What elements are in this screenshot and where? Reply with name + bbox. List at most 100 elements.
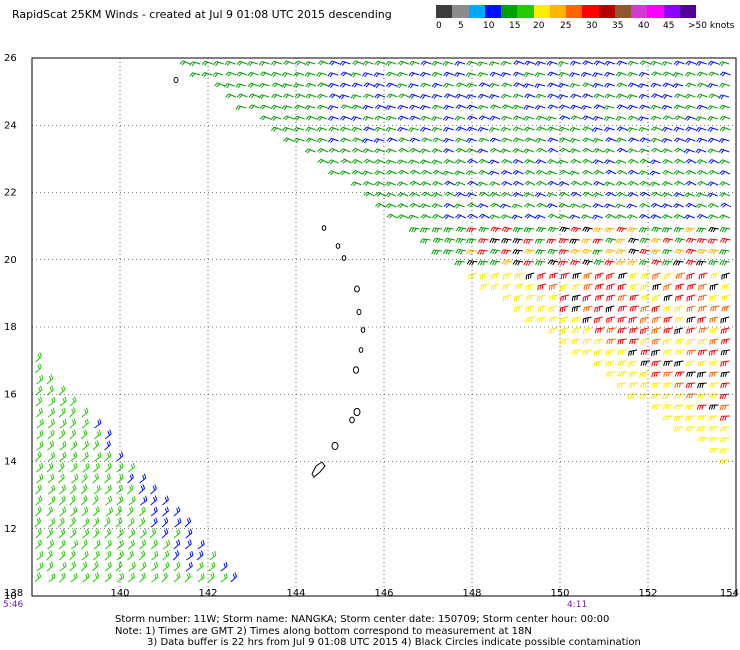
wind-barb	[396, 181, 408, 187]
wind-barb	[662, 115, 674, 121]
wind-barb	[328, 170, 339, 176]
wind-barb	[536, 294, 546, 302]
wind-barb	[46, 462, 54, 473]
wind-barb	[179, 60, 191, 66]
wind-barb	[582, 158, 593, 164]
wind-barb	[617, 338, 627, 345]
wind-barb	[639, 316, 649, 324]
wind-barb	[476, 148, 488, 154]
wind-barb	[616, 147, 628, 153]
wind-barb	[581, 238, 592, 244]
wind-barb	[35, 528, 42, 539]
wind-barb	[535, 137, 546, 143]
wind-barb	[674, 349, 685, 356]
wind-barb	[548, 316, 558, 323]
wind-barb	[683, 148, 695, 154]
wind-barb	[374, 104, 386, 110]
wind-barb	[651, 327, 661, 335]
wind-barb	[80, 484, 88, 495]
wind-barb	[69, 528, 77, 539]
wind-barb	[363, 126, 375, 132]
wind-barb	[719, 404, 730, 411]
wind-barb	[582, 294, 592, 302]
wind-barb	[558, 238, 570, 244]
wind-barb	[35, 407, 43, 418]
wind-barb	[674, 393, 685, 399]
wind-barb	[696, 159, 708, 165]
wind-barb	[523, 192, 535, 198]
wind-barb	[512, 180, 524, 186]
wind-barb	[214, 82, 226, 88]
longitude-label: 138	[4, 588, 23, 599]
wind-barb	[603, 181, 615, 187]
wind-barb	[593, 349, 603, 357]
wind-barb	[58, 484, 66, 495]
wind-barb	[626, 104, 638, 110]
wind-barb	[697, 338, 708, 345]
wind-barb	[419, 227, 431, 233]
wind-barb	[707, 116, 719, 122]
wind-barb	[604, 60, 616, 66]
wind-barb	[708, 360, 719, 367]
wind-barb	[420, 238, 431, 244]
wind-barb	[374, 60, 386, 66]
wind-barb	[116, 473, 124, 484]
wind-barb	[617, 349, 627, 356]
wind-barb	[582, 316, 592, 324]
wind-barb	[69, 550, 76, 561]
wind-barb	[328, 147, 340, 153]
wind-barb	[583, 272, 593, 280]
wind-barb	[69, 429, 77, 440]
wind-barb	[569, 137, 581, 144]
wind-barb	[374, 181, 386, 187]
wind-barb	[59, 451, 67, 462]
wind-barb	[352, 137, 364, 143]
wind-barb	[661, 181, 673, 187]
wind-barb	[534, 72, 546, 78]
wind-barb	[327, 137, 339, 143]
wind-barb	[696, 180, 708, 186]
wind-barb	[721, 294, 731, 301]
wind-barb	[512, 249, 523, 255]
wind-barb	[697, 436, 708, 442]
wind-barb	[537, 283, 547, 291]
wind-barb	[524, 248, 535, 255]
wind-barb	[570, 115, 582, 121]
wind-barb	[328, 60, 340, 66]
wind-barb	[363, 158, 375, 164]
wind-barb	[385, 71, 397, 77]
wind-barb	[664, 272, 673, 280]
wind-barb	[548, 327, 558, 334]
wind-barb	[685, 248, 697, 255]
wind-barb	[409, 137, 421, 143]
wind-barb	[627, 115, 639, 121]
wind-barb	[627, 82, 639, 88]
wind-barb	[595, 283, 605, 291]
wind-barb	[419, 94, 431, 100]
wind-barb	[719, 459, 730, 465]
wind-barb	[628, 371, 638, 378]
longitude-label: 142	[198, 588, 217, 599]
wind-barb	[637, 116, 649, 122]
wind-barb	[104, 572, 112, 583]
island	[341, 255, 347, 261]
wind-barb	[442, 115, 454, 121]
wind-barb	[81, 451, 89, 462]
island	[321, 225, 327, 231]
wind-barb	[719, 260, 730, 266]
wind-speed-colorbar	[436, 5, 696, 18]
wind-barb	[651, 93, 663, 99]
wind-barb	[454, 192, 466, 198]
wind-barb	[397, 104, 409, 110]
wind-barb	[697, 349, 708, 356]
wind-barb	[707, 148, 719, 154]
wind-barb	[638, 214, 650, 219]
wind-barb	[684, 93, 696, 99]
wind-barb	[663, 360, 673, 367]
wind-barb	[351, 159, 363, 164]
wind-barb	[398, 147, 410, 153]
wind-barb	[640, 283, 650, 291]
wind-barb	[709, 294, 719, 302]
wind-barb	[92, 440, 100, 451]
wind-barb	[431, 159, 443, 165]
